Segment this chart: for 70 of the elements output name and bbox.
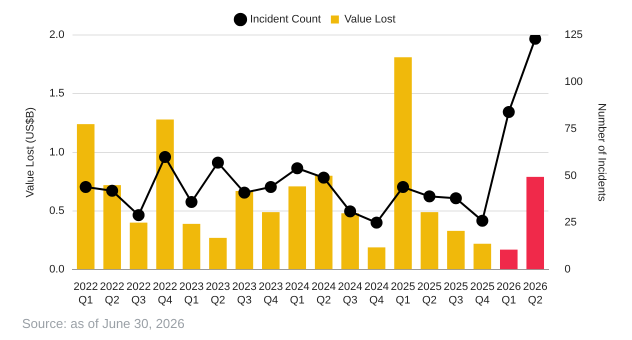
bar	[500, 250, 518, 270]
point	[159, 150, 172, 163]
x-tick-label: 2025 Q2	[417, 281, 442, 306]
bar	[236, 191, 254, 270]
point	[344, 205, 356, 218]
x-tick-label: 2023 Q2	[206, 281, 230, 306]
x-tick-label: 2025 Q4	[470, 281, 495, 306]
point	[291, 162, 304, 174]
x-tick-label: 2023 Q1	[179, 281, 204, 306]
point	[132, 209, 145, 222]
x-tick-label: 2024 Q1	[285, 281, 310, 306]
bar	[130, 222, 148, 270]
point	[370, 216, 383, 229]
bar	[103, 185, 121, 270]
bar	[209, 238, 227, 270]
x-tick-label: 2022 Q4	[152, 281, 178, 306]
y-axis-title: Value Lost (US$B)	[24, 107, 37, 198]
bar	[76, 124, 95, 270]
y-tick-label: 0.5	[49, 204, 64, 217]
bar	[394, 57, 412, 270]
x-tick-label: 2022 Q2	[100, 281, 124, 306]
x-tick-label: 2022 Q1	[73, 281, 98, 306]
x-tick-label: 2024 Q2	[311, 281, 336, 306]
point	[80, 181, 92, 194]
bar	[288, 186, 306, 270]
point	[476, 214, 488, 227]
legend-label: Incident Count	[250, 14, 321, 26]
point	[212, 156, 224, 169]
bar	[420, 212, 438, 270]
y-tick-label: 1.5	[49, 88, 64, 100]
point	[397, 181, 410, 194]
bar	[156, 119, 174, 270]
point	[238, 186, 250, 199]
bar	[474, 244, 492, 270]
x-tick-label: 2023 Q4	[258, 281, 284, 306]
point	[450, 192, 462, 204]
point	[185, 196, 198, 208]
point	[502, 106, 515, 118]
bar	[314, 176, 332, 270]
source-note: Source: as of June 30, 2026	[22, 316, 185, 331]
legend-label: Value Lost	[344, 14, 396, 26]
x-tick-label: 2025 Q1	[390, 281, 416, 306]
x-tick-label: 2026 Q1	[496, 281, 522, 306]
x-tick-label: 2024 Q3	[338, 281, 362, 306]
point	[106, 184, 118, 197]
y-tick-label: 1.0	[49, 146, 64, 158]
bar	[262, 212, 280, 270]
x-tick-label: 2024 Q4	[364, 281, 389, 306]
y2-tick-label: 25	[564, 216, 577, 229]
point	[529, 35, 542, 45]
point	[264, 181, 277, 194]
bar	[182, 224, 200, 270]
x-tick-label: 2026 Q2	[522, 281, 548, 306]
y-tick-label: 2.0	[49, 29, 64, 42]
y2-tick-label: 50	[564, 170, 577, 182]
x-tick-label: 2023 Q3	[232, 281, 257, 306]
bar	[526, 176, 544, 270]
y2-tick-label: 0	[564, 264, 571, 276]
x-tick-label: 2025 Q3	[444, 281, 468, 306]
y-tick-label: 0.0	[49, 264, 64, 276]
bar	[368, 247, 386, 270]
y2-axis-title: Number of Incidents	[595, 103, 608, 202]
point	[318, 172, 330, 184]
y2-tick-label: 100	[564, 76, 583, 88]
y2-tick-label: 75	[564, 122, 577, 135]
bar	[341, 213, 359, 270]
point	[423, 190, 436, 202]
bar	[447, 230, 465, 270]
y2-tick-label: 125	[564, 29, 583, 42]
x-tick-label: 2022 Q3	[126, 281, 151, 306]
